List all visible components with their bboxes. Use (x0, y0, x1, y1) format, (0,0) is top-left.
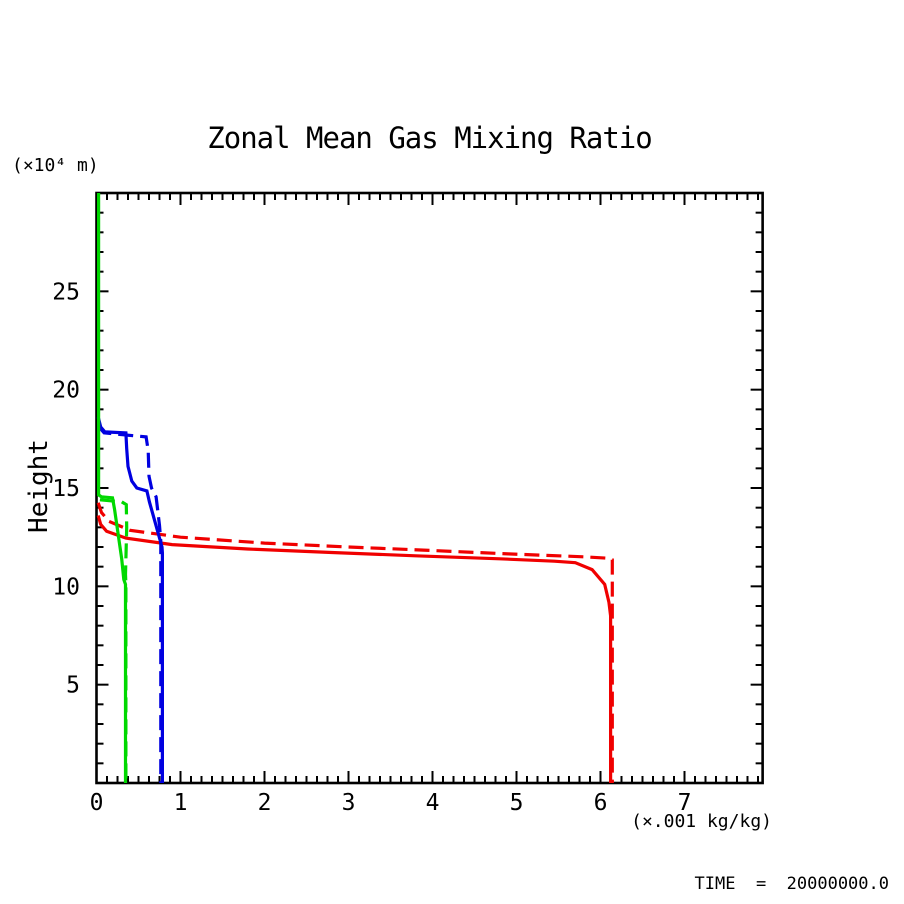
series-green-dashed (99, 498, 129, 783)
axis-ticks (95, 193, 763, 783)
chart-title: Zonal Mean Gas Mixing Ratio (207, 121, 652, 155)
y-axis-title: Height (24, 439, 54, 533)
axis-frame (95, 191, 764, 785)
x-tick-label: 1 (174, 790, 188, 816)
data-series (96, 193, 614, 783)
series-blue-dashed (97, 425, 163, 783)
plot-frame (95, 191, 764, 785)
x-axis-unit-label: (×.001 kg/kg) (631, 811, 772, 832)
x-tick-label: 0 (90, 790, 104, 816)
axis-tick-labels: 0 1 2 3 4 5 6 7 5 10 15 20 25 (52, 279, 691, 816)
x-tick-label: 6 (594, 790, 608, 816)
x-tick-label: 4 (426, 790, 440, 816)
series-red-solid (96, 515, 613, 783)
x-tick-label: 2 (258, 790, 272, 816)
series-blue-solid (96, 416, 164, 783)
y-axis-unit-label: (×10⁴ m) (12, 155, 99, 176)
y-tick-label: 20 (52, 378, 80, 404)
series-green-solid (96, 193, 128, 783)
y-tick-label: 25 (52, 279, 80, 305)
x-tick-label: 3 (342, 790, 356, 816)
y-tick-label: 10 (52, 574, 80, 600)
x-tick-label: 7 (678, 790, 692, 816)
time-stamp: TIME = 20000000.0 (694, 874, 889, 894)
y-tick-label: 5 (66, 673, 80, 699)
y-tick-label: 15 (52, 476, 80, 502)
x-tick-label: 5 (510, 790, 524, 816)
